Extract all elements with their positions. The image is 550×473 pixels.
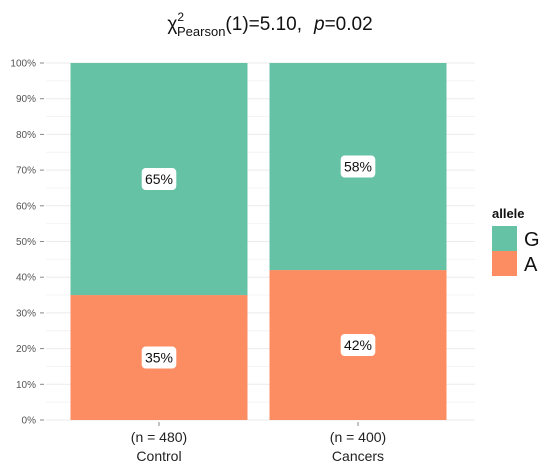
y-tick-label: 40% bbox=[16, 273, 36, 284]
x-axis: (n = 480) Control (n = 400) Cancers bbox=[131, 422, 386, 464]
chi-superscript: 2 bbox=[177, 10, 184, 24]
bar-labels: 35% 65% 42% 58% bbox=[141, 155, 376, 369]
y-tick-label: 50% bbox=[16, 237, 36, 248]
y-tick-label: 60% bbox=[16, 201, 36, 212]
x-category-label: Control bbox=[136, 448, 181, 464]
x-n-label: (n = 400) bbox=[330, 429, 386, 445]
y-tick-label: 30% bbox=[16, 308, 36, 319]
legend-title: allele bbox=[492, 206, 525, 221]
data-label-box bbox=[141, 168, 177, 191]
y-tick-label: 90% bbox=[16, 94, 36, 105]
data-label-box bbox=[340, 155, 376, 178]
p-value: =0.02 bbox=[325, 14, 373, 35]
data-label: 35% bbox=[145, 350, 173, 366]
legend: allele GA bbox=[492, 206, 540, 276]
chi-statistic: (1)=5.10, bbox=[225, 14, 302, 35]
data-label-box bbox=[340, 334, 376, 357]
x-n-label: (n = 480) bbox=[131, 429, 187, 445]
data-label: 42% bbox=[344, 337, 372, 353]
y-axis: 0% 10% 20% 30% 40% 50% 60% 70% 80% 90% 100% bbox=[10, 59, 44, 427]
y-tick-label: 20% bbox=[16, 344, 36, 355]
chi-subscript: Pearson bbox=[177, 24, 225, 39]
legend-label-A: A bbox=[524, 254, 538, 276]
x-category-label: Cancers bbox=[332, 448, 384, 464]
y-tick-label: 100% bbox=[10, 59, 36, 70]
legend-swatch-A bbox=[492, 251, 517, 276]
y-tick-label: 70% bbox=[16, 166, 36, 177]
data-label: 65% bbox=[145, 171, 173, 187]
y-tick-label: 80% bbox=[16, 130, 36, 141]
legend-swatch-G bbox=[492, 226, 517, 251]
chi-symbol: χ bbox=[167, 14, 177, 35]
chart-title: χ2 Pearson(1)=5.10, p=0.02 bbox=[167, 10, 372, 39]
p-symbol: p bbox=[313, 14, 325, 35]
data-label: 58% bbox=[344, 159, 372, 175]
data-label-box bbox=[141, 346, 177, 369]
legend-label-G: G bbox=[524, 229, 540, 251]
y-tick-label: 0% bbox=[22, 416, 37, 427]
y-tick-label: 10% bbox=[16, 380, 36, 391]
